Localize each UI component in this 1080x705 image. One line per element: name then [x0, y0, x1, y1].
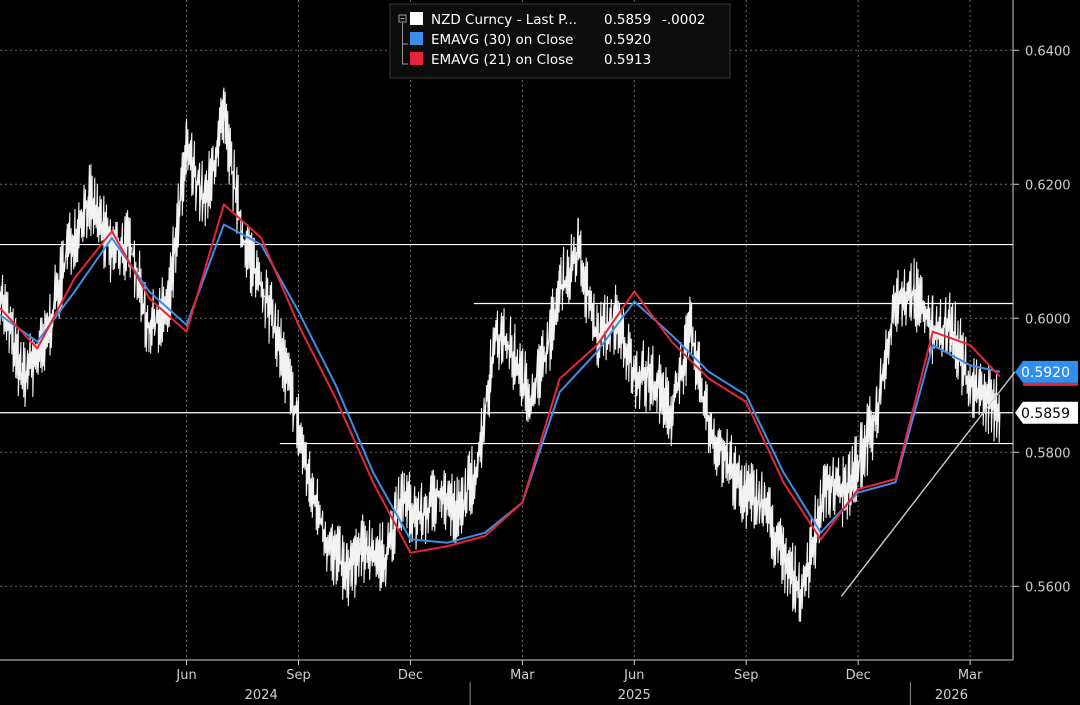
x-year-label: 2024 — [245, 688, 278, 703]
legend-value: 0.5920 — [604, 32, 651, 48]
y-tick-label: 0.6400 — [1025, 44, 1071, 59]
y-tick-label: 0.5800 — [1025, 446, 1071, 461]
legend-label: NZD Curncy - Last P... — [431, 12, 577, 28]
x-tick-label: Jun — [623, 668, 644, 683]
price-series — [0, 87, 1001, 622]
legend-tree-lines — [402, 23, 408, 65]
x-year-label: 2025 — [618, 688, 651, 703]
legend-swatch — [410, 32, 423, 45]
legend-change: -.0002 — [662, 12, 706, 28]
y-tick-label: 0.6000 — [1025, 312, 1071, 327]
legend-label: EMAVG (30) on Close — [431, 32, 573, 48]
ema-series — [0, 203, 1001, 554]
ema-line — [0, 203, 1001, 554]
trendline-group — [840, 371, 1016, 597]
legend-swatch — [410, 12, 423, 25]
price-tag-label: 0.5859 — [1021, 406, 1070, 422]
x-tick-label: Sep — [734, 668, 759, 683]
price-tag-box — [1015, 401, 1078, 424]
price-tag: 0.5920 — [1015, 360, 1078, 386]
x-tick-label: Dec — [846, 668, 871, 683]
price-tag: 0.5859 — [1015, 401, 1078, 424]
legend-box — [389, 3, 731, 79]
x-tick-label: Jun — [175, 668, 196, 683]
legend-value: 0.5859 — [604, 12, 651, 28]
trendline — [840, 371, 1016, 597]
legend-value: 0.5913 — [604, 52, 651, 68]
price-tag-label: 0.5920 — [1021, 365, 1070, 381]
horizontal-level-lines — [0, 243, 1013, 445]
legend-label: EMAVG (21) on Close — [431, 52, 573, 68]
price-tag-box — [1015, 360, 1078, 383]
x-year-label: 2026 — [935, 688, 968, 703]
y-tick-label: 0.5600 — [1025, 580, 1071, 595]
x-tick-label: Dec — [398, 668, 423, 683]
legend: NZD Curncy - Last P... 0.5859 -.0002 EMAVG … — [389, 3, 731, 79]
price-line — [0, 87, 1001, 622]
x-tick-label: Mar — [958, 668, 983, 683]
y-tick-label: 0.6200 — [1025, 178, 1071, 193]
legend-swatch — [410, 52, 423, 65]
x-tick-label: Sep — [286, 668, 311, 683]
legend-collapse-icon — [398, 14, 407, 23]
x-tick-label: Mar — [510, 668, 535, 683]
price-tags: 0.5920 0.5859 — [1015, 360, 1078, 424]
